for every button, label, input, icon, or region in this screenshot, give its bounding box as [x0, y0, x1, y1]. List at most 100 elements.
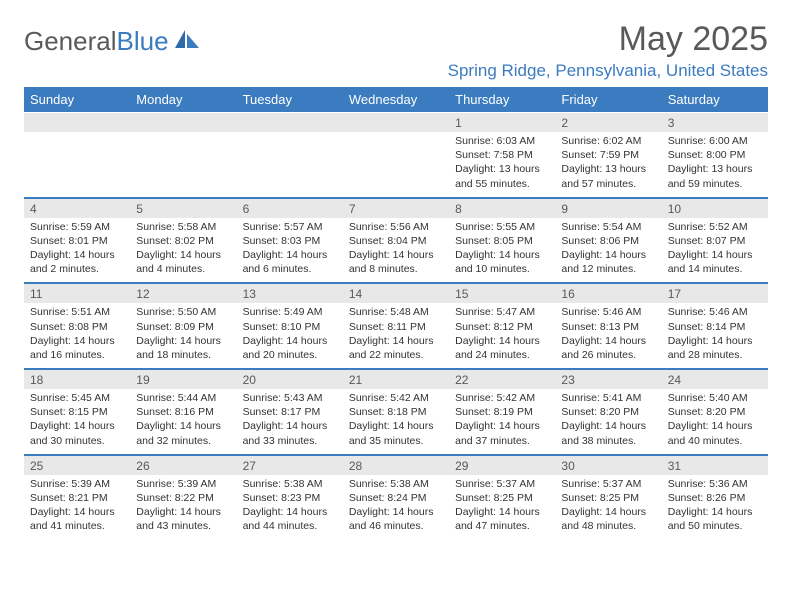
day-details: Sunrise: 5:37 AMSunset: 8:25 PMDaylight:…: [449, 475, 555, 540]
detail-line: Daylight: 14 hours and 26 minutes.: [561, 334, 655, 362]
detail-line: Sunrise: 5:48 AM: [349, 305, 443, 319]
day-number: 4: [24, 198, 130, 218]
date-row: 45678910: [24, 198, 768, 218]
date-row: 123: [24, 113, 768, 133]
detail-line: Sunset: 8:13 PM: [561, 320, 655, 334]
day-details: Sunrise: 5:39 AMSunset: 8:22 PMDaylight:…: [130, 475, 236, 540]
day-details: Sunrise: 5:48 AMSunset: 8:11 PMDaylight:…: [343, 303, 449, 369]
day-number: 11: [24, 283, 130, 303]
detail-line: Sunrise: 5:47 AM: [455, 305, 549, 319]
detail-line: Sunset: 8:08 PM: [30, 320, 124, 334]
detail-line: Sunrise: 5:55 AM: [455, 220, 549, 234]
calendar-page: GeneralBlue May 2025 Spring Ridge, Penns…: [0, 0, 792, 549]
day-details: Sunrise: 5:47 AMSunset: 8:12 PMDaylight:…: [449, 303, 555, 369]
detail-line: Sunrise: 5:41 AM: [561, 391, 655, 405]
detail-line: Sunrise: 5:45 AM: [30, 391, 124, 405]
detail-line: Sunset: 8:04 PM: [349, 234, 443, 248]
empty-cell: [130, 113, 236, 133]
empty-cell: [343, 113, 449, 133]
day-number: 19: [130, 369, 236, 389]
detail-line: Daylight: 14 hours and 50 minutes.: [668, 505, 762, 533]
brand-word-2: Blue: [117, 26, 169, 56]
day-number: 6: [237, 198, 343, 218]
detail-line: Daylight: 14 hours and 33 minutes.: [243, 419, 337, 447]
detail-line: Sunset: 7:58 PM: [455, 148, 549, 162]
day-details: Sunrise: 5:52 AMSunset: 8:07 PMDaylight:…: [662, 218, 768, 284]
detail-line: Daylight: 13 hours and 55 minutes.: [455, 162, 549, 190]
detail-line: Daylight: 14 hours and 43 minutes.: [136, 505, 230, 533]
detail-row: Sunrise: 6:03 AMSunset: 7:58 PMDaylight:…: [24, 132, 768, 198]
detail-line: Sunrise: 5:56 AM: [349, 220, 443, 234]
day-details: Sunrise: 5:41 AMSunset: 8:20 PMDaylight:…: [555, 389, 661, 455]
detail-line: Daylight: 14 hours and 48 minutes.: [561, 505, 655, 533]
detail-line: Sunset: 8:06 PM: [561, 234, 655, 248]
day-details: Sunrise: 5:59 AMSunset: 8:01 PMDaylight:…: [24, 218, 130, 284]
day-header: Tuesday: [237, 87, 343, 113]
day-number: 24: [662, 369, 768, 389]
day-details: Sunrise: 5:36 AMSunset: 8:26 PMDaylight:…: [662, 475, 768, 540]
detail-line: Sunrise: 5:38 AM: [349, 477, 443, 491]
page-header: GeneralBlue May 2025 Spring Ridge, Penns…: [24, 20, 768, 81]
detail-line: Daylight: 14 hours and 47 minutes.: [455, 505, 549, 533]
detail-line: Sunset: 8:21 PM: [30, 491, 124, 505]
day-number: 29: [449, 455, 555, 475]
detail-line: Daylight: 14 hours and 20 minutes.: [243, 334, 337, 362]
detail-line: Sunset: 8:11 PM: [349, 320, 443, 334]
day-number: 16: [555, 283, 661, 303]
day-details: Sunrise: 6:03 AMSunset: 7:58 PMDaylight:…: [449, 132, 555, 198]
detail-line: Daylight: 14 hours and 28 minutes.: [668, 334, 762, 362]
day-number: 8: [449, 198, 555, 218]
day-number: 13: [237, 283, 343, 303]
detail-line: Sunrise: 5:58 AM: [136, 220, 230, 234]
day-details: Sunrise: 5:39 AMSunset: 8:21 PMDaylight:…: [24, 475, 130, 540]
detail-line: Sunset: 8:10 PM: [243, 320, 337, 334]
day-number: 5: [130, 198, 236, 218]
day-details: Sunrise: 5:42 AMSunset: 8:19 PMDaylight:…: [449, 389, 555, 455]
day-number: 21: [343, 369, 449, 389]
detail-line: Daylight: 14 hours and 32 minutes.: [136, 419, 230, 447]
day-number: 7: [343, 198, 449, 218]
day-header: Thursday: [449, 87, 555, 113]
date-row: 11121314151617: [24, 283, 768, 303]
detail-line: Daylight: 14 hours and 8 minutes.: [349, 248, 443, 276]
detail-line: Sunrise: 6:00 AM: [668, 134, 762, 148]
detail-line: Daylight: 14 hours and 46 minutes.: [349, 505, 443, 533]
empty-cell: [237, 132, 343, 198]
detail-line: Daylight: 14 hours and 41 minutes.: [30, 505, 124, 533]
day-number: 20: [237, 369, 343, 389]
day-number: 17: [662, 283, 768, 303]
day-number: 26: [130, 455, 236, 475]
day-details: Sunrise: 5:38 AMSunset: 8:24 PMDaylight:…: [343, 475, 449, 540]
day-header: Wednesday: [343, 87, 449, 113]
day-details: Sunrise: 5:56 AMSunset: 8:04 PMDaylight:…: [343, 218, 449, 284]
detail-line: Sunrise: 5:52 AM: [668, 220, 762, 234]
detail-line: Sunrise: 5:40 AM: [668, 391, 762, 405]
detail-line: Daylight: 14 hours and 38 minutes.: [561, 419, 655, 447]
detail-line: Sunset: 8:14 PM: [668, 320, 762, 334]
day-number: 9: [555, 198, 661, 218]
calendar-table: SundayMondayTuesdayWednesdayThursdayFrid…: [24, 87, 768, 539]
day-details: Sunrise: 5:44 AMSunset: 8:16 PMDaylight:…: [130, 389, 236, 455]
detail-line: Sunset: 8:16 PM: [136, 405, 230, 419]
day-number: 18: [24, 369, 130, 389]
brand-text: GeneralBlue: [24, 26, 169, 57]
detail-line: Sunrise: 5:43 AM: [243, 391, 337, 405]
empty-cell: [130, 132, 236, 198]
detail-line: Sunrise: 6:02 AM: [561, 134, 655, 148]
detail-line: Daylight: 14 hours and 30 minutes.: [30, 419, 124, 447]
detail-line: Sunset: 8:01 PM: [30, 234, 124, 248]
detail-line: Sunrise: 5:57 AM: [243, 220, 337, 234]
day-number: 23: [555, 369, 661, 389]
detail-line: Daylight: 14 hours and 22 minutes.: [349, 334, 443, 362]
detail-line: Sunrise: 5:42 AM: [349, 391, 443, 405]
detail-line: Sunset: 8:20 PM: [561, 405, 655, 419]
detail-line: Sunset: 8:03 PM: [243, 234, 337, 248]
day-details: Sunrise: 5:51 AMSunset: 8:08 PMDaylight:…: [24, 303, 130, 369]
day-details: Sunrise: 5:37 AMSunset: 8:25 PMDaylight:…: [555, 475, 661, 540]
detail-line: Sunset: 8:00 PM: [668, 148, 762, 162]
day-number: 31: [662, 455, 768, 475]
day-number: 27: [237, 455, 343, 475]
day-number: 22: [449, 369, 555, 389]
detail-line: Sunset: 8:25 PM: [455, 491, 549, 505]
day-details: Sunrise: 5:46 AMSunset: 8:14 PMDaylight:…: [662, 303, 768, 369]
